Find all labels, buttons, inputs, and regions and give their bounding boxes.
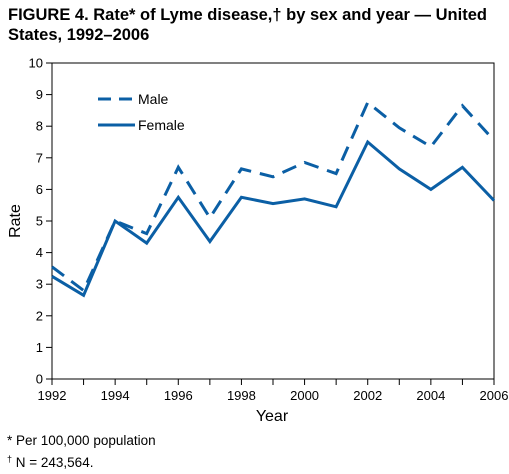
series-line-male: [51, 100, 496, 293]
plot-frame: [51, 62, 495, 380]
line-chart: 0 1 2 3 4 5 6 7 8 9 10 1992 1994 1996 1998 2000 2002 2004…: [7, 56, 509, 426]
y-tick-label: 1: [36, 340, 43, 355]
x-tick-label: 2000: [290, 388, 319, 403]
footnote-star: * Per 100,000 population: [7, 433, 156, 448]
y-tick-label: 6: [36, 182, 43, 197]
y-tick-label: 2: [36, 308, 43, 323]
tick-labels: 0 1 2 3 4 5 6 7 8 9 10 1992 1994 1996 1998 2000 2002 2004…: [29, 56, 509, 404]
x-tick-label: 2002: [353, 388, 382, 403]
x-tick-label: 2004: [416, 388, 445, 403]
y-tick-label: 5: [36, 214, 43, 229]
footnote-dagger-text: N = 243,564.: [12, 455, 94, 470]
x-tick-label: 1994: [101, 388, 130, 403]
y-tick-label: 10: [29, 56, 43, 71]
x-tick-label: 1996: [164, 388, 193, 403]
y-tick-label: 8: [36, 119, 43, 134]
y-tick-label: 7: [36, 150, 43, 165]
figure-title-line-2: States, 1992–2006: [8, 26, 150, 44]
y-tick-label: 9: [36, 87, 43, 102]
series-lines: [51, 100, 496, 298]
axes: [46, 62, 495, 385]
figure-title: FIGURE 4. Rate* of Lyme disease,† by sex…: [8, 5, 503, 45]
dagger-symbol: †: [7, 454, 13, 464]
x-axis-label: Year: [256, 408, 289, 425]
y-tick-label: 4: [36, 245, 43, 260]
figure-title-line-1: FIGURE 4. Rate* of Lyme disease,† by sex…: [8, 6, 487, 24]
y-axis-label: Rate: [7, 204, 24, 238]
y-tick-label: 3: [36, 277, 43, 292]
x-tick-label: 1998: [227, 388, 256, 403]
y-tick-label: 0: [36, 372, 43, 387]
legend: Male Female: [98, 91, 185, 133]
legend-label-male: Male: [138, 91, 169, 107]
legend-label-female: Female: [138, 117, 185, 133]
footnote-dagger: † N = 243,564.: [7, 450, 156, 472]
series-line-female: [51, 139, 496, 298]
footnotes: * Per 100,000 population † N = 243,564.: [7, 431, 156, 472]
x-tick-label: 1992: [38, 388, 67, 403]
x-tick-label: 2006: [480, 388, 509, 403]
